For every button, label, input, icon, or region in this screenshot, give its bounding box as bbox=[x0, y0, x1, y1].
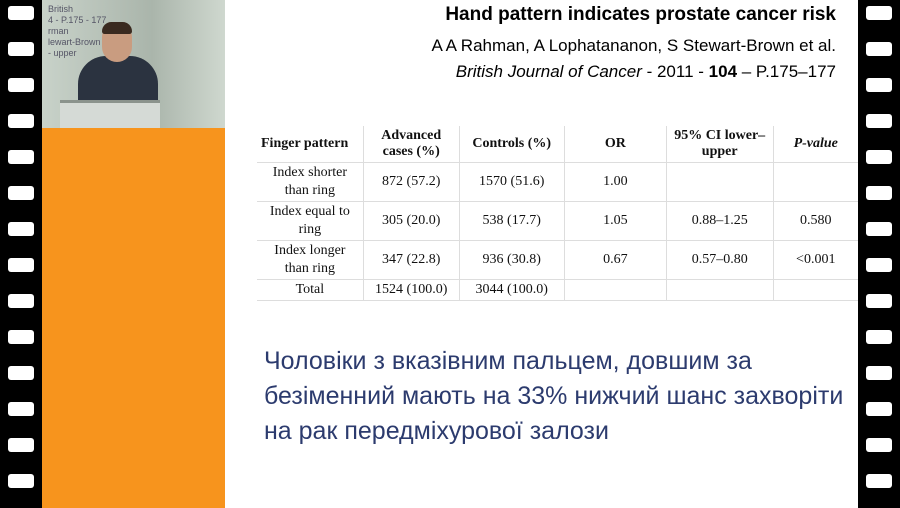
col-header: Finger pattern bbox=[257, 126, 364, 163]
film-hole bbox=[8, 294, 34, 308]
table-row: Index shorter than ring 872 (57.2) 1570 … bbox=[257, 162, 858, 202]
col-header: OR bbox=[564, 126, 667, 163]
col-header: Advanced cases (%) bbox=[363, 126, 460, 163]
col-header: 95% CI lower–upper bbox=[666, 126, 774, 163]
film-hole bbox=[866, 186, 892, 200]
podium bbox=[60, 100, 160, 128]
col-header: P-value bbox=[773, 126, 858, 163]
video-frame: British 4 - P.175 - 177 rman lewart-Brow… bbox=[42, 0, 858, 508]
film-hole bbox=[866, 6, 892, 20]
film-hole bbox=[8, 366, 34, 380]
film-hole bbox=[866, 222, 892, 236]
film-hole bbox=[866, 438, 892, 452]
film-hole bbox=[8, 114, 34, 128]
film-hole bbox=[8, 258, 34, 272]
slide-authors: A A Rahman, A Lophatananon, S Stewart-Br… bbox=[431, 36, 837, 55]
slide-citation: British Journal of Cancer - 2011 - 104 –… bbox=[455, 62, 836, 81]
film-hole bbox=[8, 42, 34, 56]
film-hole bbox=[8, 150, 34, 164]
slide-title: Hand pattern indicates prostate cancer r… bbox=[445, 4, 836, 25]
film-strip-left bbox=[0, 0, 42, 508]
film-hole bbox=[866, 114, 892, 128]
film-hole bbox=[866, 258, 892, 272]
film-hole bbox=[8, 6, 34, 20]
film-hole bbox=[8, 78, 34, 92]
col-header: Controls (%) bbox=[459, 126, 565, 163]
film-hole bbox=[866, 330, 892, 344]
film-hole bbox=[866, 402, 892, 416]
film-hole bbox=[8, 186, 34, 200]
film-hole bbox=[8, 438, 34, 452]
film-hole bbox=[8, 330, 34, 344]
results-table: Finger pattern Advanced cases (%) Contro… bbox=[257, 126, 858, 301]
film-strip-right bbox=[858, 0, 900, 508]
film-hole bbox=[866, 150, 892, 164]
film-hole bbox=[866, 42, 892, 56]
orange-panel bbox=[42, 128, 225, 508]
film-hole bbox=[866, 366, 892, 380]
table-row: Index equal to ring 305 (20.0) 538 (17.7… bbox=[257, 201, 858, 241]
journal-volume: 104 bbox=[708, 62, 738, 81]
film-hole bbox=[866, 474, 892, 488]
film-hole bbox=[8, 222, 34, 236]
film-hole bbox=[8, 474, 34, 488]
film-hole bbox=[866, 294, 892, 308]
speaker-video: British 4 - P.175 - 177 rman lewart-Brow… bbox=[42, 0, 225, 128]
journal-name: British Journal of Cancer bbox=[455, 62, 642, 81]
projected-screen-text: British 4 - P.175 - 177 rman lewart-Brow… bbox=[48, 4, 107, 58]
table-row: Index longer than ring 347 (22.8) 936 (3… bbox=[257, 240, 858, 280]
film-hole bbox=[866, 78, 892, 92]
conclusion-text: Чоловіки з вказівним пальцем, довшим за … bbox=[264, 347, 844, 445]
table-header-row: Finger pattern Advanced cases (%) Contro… bbox=[257, 126, 858, 163]
table-row: Total 1524 (100.0) 3044 (100.0) bbox=[257, 279, 858, 301]
film-hole bbox=[8, 402, 34, 416]
